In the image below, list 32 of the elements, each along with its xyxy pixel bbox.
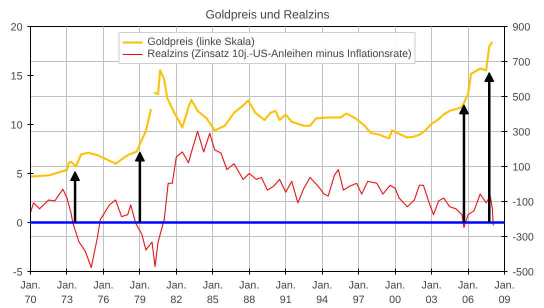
y-tick-label: 10: [10, 120, 23, 132]
x-tick-label: Jan. 91: [276, 280, 296, 306]
x-tick-label: Jan. 06: [458, 280, 478, 306]
y-tick-label: 15: [10, 70, 23, 82]
x-tick-label: Jan. 73: [56, 280, 78, 306]
x-tick-label: Jan. 97: [348, 280, 369, 306]
y2-tick-label: -300: [512, 232, 534, 244]
y2-tick-label: -500: [512, 266, 534, 278]
y-tick-label: 0: [16, 218, 23, 230]
x-tick-label: Jan. 76: [93, 280, 114, 306]
x-tick-label: Jan. 00: [385, 280, 406, 306]
y-tick-label: 20: [10, 22, 23, 34]
y2-tick-label: 100: [512, 162, 530, 174]
line-series: [30, 130, 494, 268]
x-tick-label: Jan. 85: [202, 280, 223, 306]
chart-title: Goldpreis und Realzins: [205, 8, 330, 22]
y2-tick-label: 500: [512, 92, 530, 104]
y-tick-label: -5: [13, 266, 23, 278]
y-tick-label: 5: [16, 168, 23, 180]
x-tick-label: Jan. 70: [20, 280, 41, 306]
x-tick-label: Jan. 09: [494, 280, 515, 306]
x-tick-label: Jan. 88: [239, 280, 260, 306]
legend-label: Goldpreis (linke Skala): [147, 36, 255, 48]
y2-tick-label: 700: [512, 56, 530, 68]
y2-tick-label: 300: [512, 126, 530, 138]
x-tick-label: Jan. 03: [421, 280, 442, 306]
y2-tick-label: -100: [512, 196, 534, 208]
x-tick-label: Jan. 79: [130, 280, 150, 306]
x-tick-label: Jan. 82: [166, 280, 186, 306]
legend-label: Realzins (Zinsatz 10j.-US-Anleihen minus Inflationsrate): [147, 48, 412, 60]
x-tick-label: Jan. 94: [312, 280, 332, 306]
y2-tick-label: 900: [512, 22, 530, 34]
